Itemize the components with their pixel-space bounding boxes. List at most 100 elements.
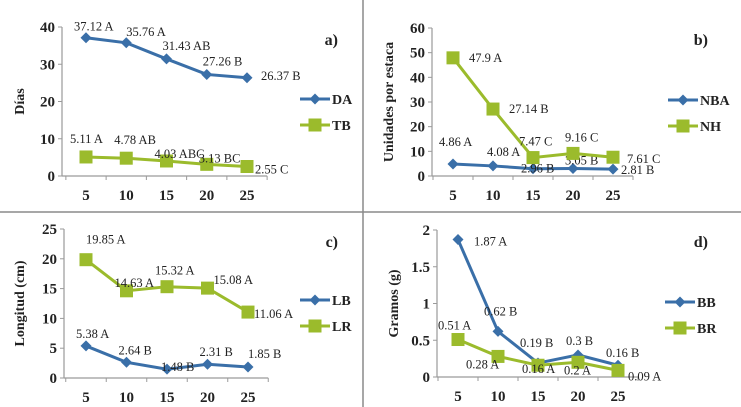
y-tick-label: 0 — [50, 371, 58, 387]
data-label-tb: 4.78 AB — [114, 133, 156, 147]
data-label-nba: 2.96 B — [521, 162, 554, 176]
legend-label-lb: LB — [332, 294, 351, 309]
legend-marker-tb — [308, 118, 322, 132]
chart-panel-a: 0 10 20 30 40 5 10 15 20 25 Días a) 37.12 A 35.76 A31… — [13, 20, 353, 204]
y-tick-label: 5 — [50, 341, 58, 357]
data-label-lb: 5.38 A — [76, 327, 109, 341]
legend-label-bb: BB — [697, 296, 716, 311]
data-point-nh — [446, 51, 460, 65]
x-tick-label: 25 — [606, 188, 621, 204]
y-tick-label: 1.5 — [411, 260, 430, 276]
data-label-nh: 9.16 C — [565, 130, 598, 144]
data-label-bb: 1.87 A — [474, 235, 507, 249]
data-label-br: 0.09 A — [628, 369, 661, 383]
chart-panel-c: 0 5 10 15 20 25 5 10 15 20 25 Longitud (cm) c) 5.38 A… — [13, 222, 352, 406]
data-point-nba — [487, 160, 499, 172]
legend-marker-da — [309, 93, 321, 105]
data-label-br: 0.2 A — [564, 363, 591, 377]
y-tick-label: 15 — [42, 282, 57, 298]
data-point-lr — [79, 253, 93, 267]
legend-marker-lr — [308, 319, 322, 333]
x-tick-label: 20 — [571, 389, 586, 405]
x-tick-label: 5 — [449, 188, 457, 204]
data-label-lr: 14.63 A — [115, 276, 155, 290]
x-tick-label: 20 — [200, 390, 215, 406]
x-tick-label: 25 — [611, 389, 626, 405]
y-axis-label: Unidades por estaca — [382, 42, 397, 162]
data-label-lr: 15.32 A — [155, 264, 195, 278]
data-point-tb — [240, 160, 254, 174]
data-point-da — [120, 37, 132, 49]
x-tick-label: 10 — [486, 188, 501, 204]
legend-label-nba: NBA — [700, 94, 730, 109]
panel-title: b) — [694, 32, 708, 49]
data-point-lr — [160, 280, 174, 294]
x-tick-label: 25 — [241, 390, 256, 406]
data-point-lb — [242, 361, 254, 373]
data-point-nba — [607, 163, 619, 175]
data-point-bb — [492, 325, 504, 337]
y-tick-label: 1 — [423, 297, 431, 313]
data-point-br — [531, 358, 545, 372]
data-label-da: 31.43 AB — [163, 39, 211, 53]
x-tick-label: 20 — [199, 188, 214, 204]
data-point-bb — [452, 234, 464, 246]
data-label-nh: 7.61 C — [627, 152, 660, 166]
data-label-tb: 4.03 ABC — [155, 147, 205, 161]
data-label-nba: 4.08 A — [487, 145, 520, 159]
data-label-tb: 5.11 A — [70, 132, 103, 146]
data-label-da: 26.37 B — [261, 69, 301, 83]
data-label-da: 35.76 A — [126, 25, 166, 39]
y-tick-label: 2 — [423, 223, 431, 239]
legend-marker-nba — [677, 94, 689, 106]
legend-marker-lb — [309, 294, 321, 306]
data-point-nh — [566, 146, 580, 160]
data-point-da — [161, 53, 172, 65]
data-label-nba: 2.81 B — [621, 163, 654, 177]
data-label-lr: 15.08 A — [214, 273, 254, 287]
y-tick-label: 30 — [40, 57, 55, 73]
x-tick-label: 5 — [454, 389, 462, 405]
data-point-nba — [527, 163, 539, 175]
x-tick-label: 10 — [119, 188, 134, 204]
data-point-lb — [80, 340, 92, 352]
data-point-lr — [120, 284, 133, 298]
y-tick-label: 10 — [410, 144, 425, 160]
data-label-nh: 47.9 A — [469, 51, 502, 65]
data-point-tb — [79, 150, 93, 164]
x-tick-label: 15 — [531, 389, 546, 405]
data-point-nh — [526, 151, 540, 165]
data-label-bb: 0.3 B — [566, 334, 593, 348]
data-label-da: 27.26 B — [203, 54, 243, 68]
data-point-br — [571, 355, 585, 369]
y-tick-label: 0.5 — [411, 333, 430, 349]
data-label-da: 37.12 A — [74, 20, 114, 34]
y-tick-label: 20 — [42, 252, 57, 268]
panel-title: d) — [694, 234, 708, 251]
data-label-lr: 19.85 A — [86, 233, 126, 247]
data-label-lb: 1.85 B — [248, 347, 281, 361]
y-tick-label: 50 — [410, 46, 425, 62]
y-tick-label: 0 — [423, 370, 431, 386]
legend-label-tb: TB — [332, 119, 351, 134]
data-label-bb: 0.62 B — [484, 304, 517, 318]
data-label-br: 0.16 A — [522, 362, 555, 376]
data-point-lr — [201, 281, 214, 295]
data-point-da — [241, 72, 253, 84]
y-tick-label: 60 — [410, 21, 425, 37]
y-tick-label: 30 — [410, 95, 425, 111]
panel-title: a) — [325, 32, 338, 49]
data-label-nba: 4.86 A — [439, 135, 472, 149]
data-point-lb — [202, 358, 213, 370]
data-point-lb — [121, 356, 132, 368]
legend-label-da: DA — [332, 93, 353, 108]
y-tick-label: 25 — [42, 222, 57, 238]
data-point-lr — [241, 305, 255, 319]
data-point-nh — [606, 150, 620, 164]
x-tick-label: 15 — [526, 188, 541, 204]
legend-label-nh: NH — [700, 120, 721, 135]
legend-marker-nh — [676, 119, 690, 133]
data-label-br: 0.28 A — [466, 357, 499, 371]
x-tick-label: 25 — [240, 188, 255, 204]
y-tick-label: 0 — [48, 169, 56, 185]
